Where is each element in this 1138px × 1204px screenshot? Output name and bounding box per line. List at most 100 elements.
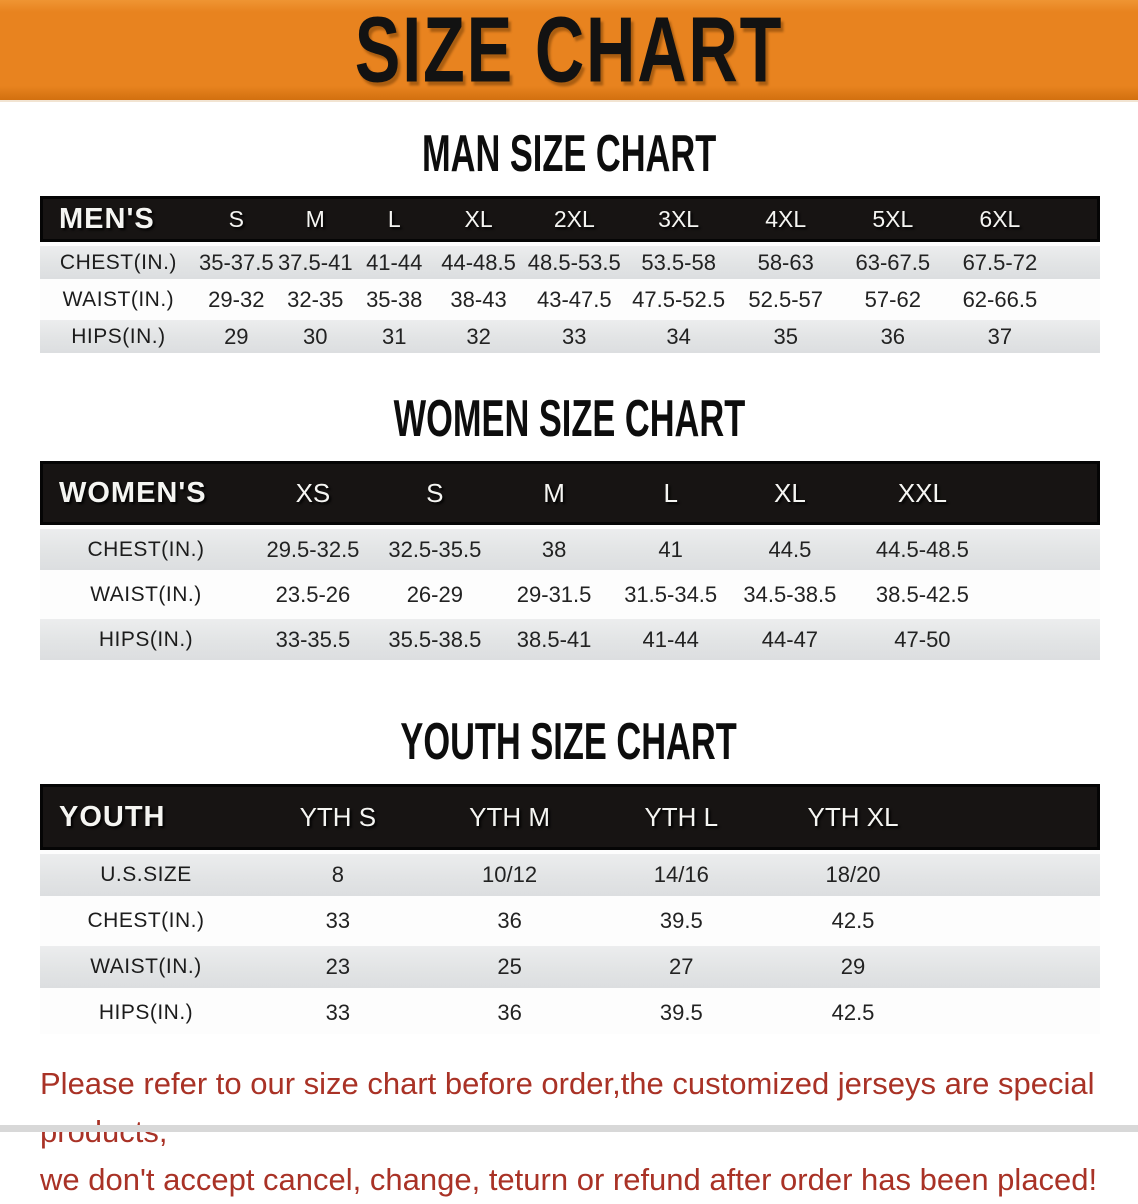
- youth-size-table: YOUTH YTH S YTH M YTH L YTH XL U.S.SIZE …: [40, 784, 1100, 1034]
- size-value-cell: 43-47.5: [523, 279, 626, 316]
- table-row: WAIST(IN.) 29-32 32-35 35-38 38-43 43-47…: [40, 279, 1100, 316]
- size-value-cell: 37.5-41: [275, 242, 355, 279]
- size-value-cell: 44-48.5: [433, 242, 524, 279]
- youth-heading-text: YOUTH SIZE CHART: [400, 713, 738, 771]
- header-spacer: [993, 461, 1100, 525]
- size-value-cell: 33: [252, 896, 424, 942]
- row-spacer: [938, 850, 1100, 896]
- size-value-cell: 39.5: [595, 988, 768, 1034]
- row-label: CHEST(IN.): [40, 896, 252, 942]
- size-value-cell: 32: [433, 316, 524, 353]
- row-spacer: [938, 988, 1100, 1034]
- row-label: HIPS(IN.): [40, 316, 197, 353]
- column-header: XXL: [850, 461, 994, 525]
- size-value-cell: 35.5-38.5: [373, 615, 496, 660]
- size-value-cell: 18/20: [767, 850, 939, 896]
- size-value-cell: 38-43: [433, 279, 524, 316]
- row-label: HIPS(IN.): [40, 615, 252, 660]
- size-value-cell: 35: [732, 316, 840, 353]
- column-header: YTH XL: [767, 784, 939, 850]
- size-value-cell: 33-35.5: [252, 615, 374, 660]
- column-header: YTH L: [595, 784, 768, 850]
- size-value-cell: 62-66.5: [946, 279, 1054, 316]
- disclaimer-line-2: we don't accept cancel, change, teturn o…: [40, 1162, 1098, 1197]
- table-row: CHEST(IN.) 29.5-32.5 32.5-35.5 38 41 44.…: [40, 525, 1100, 570]
- size-value-cell: 33: [252, 988, 424, 1034]
- row-spacer: [993, 615, 1100, 660]
- size-value-cell: 26-29: [373, 570, 496, 615]
- column-header: M: [495, 461, 613, 525]
- women-table-label: WOMEN'S: [40, 461, 252, 525]
- column-header: 3XL: [625, 196, 733, 242]
- size-value-cell: 44.5-48.5: [850, 525, 994, 570]
- header-spacer: [1053, 196, 1100, 242]
- column-header: XL: [433, 196, 524, 242]
- size-value-cell: 38.5-41: [495, 615, 613, 660]
- table-row: WAIST(IN.) 23.5-26 26-29 29-31.5 31.5-34…: [40, 570, 1100, 615]
- size-value-cell: 29: [767, 942, 939, 988]
- table-row: CHEST(IN.) 33 36 39.5 42.5: [40, 896, 1100, 942]
- men-table-label: MEN'S: [40, 196, 197, 242]
- column-header: S: [196, 196, 276, 242]
- header-spacer: [938, 784, 1100, 850]
- women-header-row: WOMEN'S XS S M L XL XXL: [40, 461, 1100, 525]
- size-value-cell: 41-44: [354, 242, 434, 279]
- size-value-cell: 34.5-38.5: [728, 570, 851, 615]
- size-value-cell: 31: [354, 316, 434, 353]
- men-heading-text: MAN SIZE CHART: [421, 125, 717, 183]
- men-section-heading: MAN SIZE CHART: [0, 125, 1138, 182]
- row-spacer: [1053, 279, 1100, 316]
- size-value-cell: 35-37.5: [196, 242, 276, 279]
- size-value-cell: 36: [423, 896, 596, 942]
- size-value-cell: 47.5-52.5: [625, 279, 733, 316]
- column-header: S: [373, 461, 496, 525]
- size-value-cell: 36: [839, 316, 947, 353]
- column-header: M: [275, 196, 355, 242]
- size-value-cell: 47-50: [850, 615, 994, 660]
- youth-section-heading: YOUTH SIZE CHART: [0, 713, 1138, 770]
- row-spacer: [938, 942, 1100, 988]
- size-value-cell: 44.5: [728, 525, 851, 570]
- row-spacer: [1053, 242, 1100, 279]
- row-label: WAIST(IN.): [40, 942, 252, 988]
- size-value-cell: 32.5-35.5: [373, 525, 496, 570]
- size-value-cell: 38: [495, 525, 613, 570]
- disclaimer-line-1: Please refer to our size chart before or…: [40, 1066, 1095, 1149]
- column-header: L: [354, 196, 434, 242]
- bottom-edge-strip: [0, 1125, 1138, 1132]
- banner-title: SIZE CHART: [354, 0, 784, 102]
- size-value-cell: 58-63: [732, 242, 840, 279]
- size-value-cell: 63-67.5: [839, 242, 947, 279]
- row-label: WAIST(IN.): [40, 279, 197, 316]
- size-chart-banner: SIZE CHART: [0, 0, 1138, 102]
- table-row: U.S.SIZE 8 10/12 14/16 18/20: [40, 850, 1100, 896]
- row-spacer: [993, 570, 1100, 615]
- size-value-cell: 23: [252, 942, 424, 988]
- row-label: U.S.SIZE: [40, 850, 252, 896]
- men-size-table: MEN'S S M L XL 2XL 3XL 4XL 5XL 6XL CHEST…: [40, 196, 1100, 353]
- table-row: HIPS(IN.) 33 36 39.5 42.5: [40, 988, 1100, 1034]
- size-value-cell: 35-38: [354, 279, 434, 316]
- size-value-cell: 41: [612, 525, 729, 570]
- column-header: 2XL: [523, 196, 626, 242]
- size-value-cell: 29-31.5: [495, 570, 613, 615]
- youth-header-row: YOUTH YTH S YTH M YTH L YTH XL: [40, 784, 1100, 850]
- row-spacer: [938, 896, 1100, 942]
- size-value-cell: 39.5: [595, 896, 768, 942]
- men-header-row: MEN'S S M L XL 2XL 3XL 4XL 5XL 6XL: [40, 196, 1100, 242]
- table-row: HIPS(IN.) 33-35.5 35.5-38.5 38.5-41 41-4…: [40, 615, 1100, 660]
- column-header: YTH M: [423, 784, 596, 850]
- column-header: 4XL: [732, 196, 840, 242]
- row-spacer: [993, 525, 1100, 570]
- column-header: XL: [728, 461, 851, 525]
- size-value-cell: 29-32: [196, 279, 276, 316]
- table-row: CHEST(IN.) 35-37.5 37.5-41 41-44 44-48.5…: [40, 242, 1100, 279]
- size-value-cell: 42.5: [767, 988, 939, 1034]
- size-value-cell: 34: [625, 316, 733, 353]
- row-spacer: [1053, 316, 1100, 353]
- size-value-cell: 32-35: [275, 279, 355, 316]
- size-value-cell: 33: [523, 316, 626, 353]
- row-label: CHEST(IN.): [40, 525, 252, 570]
- youth-table-label: YOUTH: [40, 784, 252, 850]
- size-value-cell: 42.5: [767, 896, 939, 942]
